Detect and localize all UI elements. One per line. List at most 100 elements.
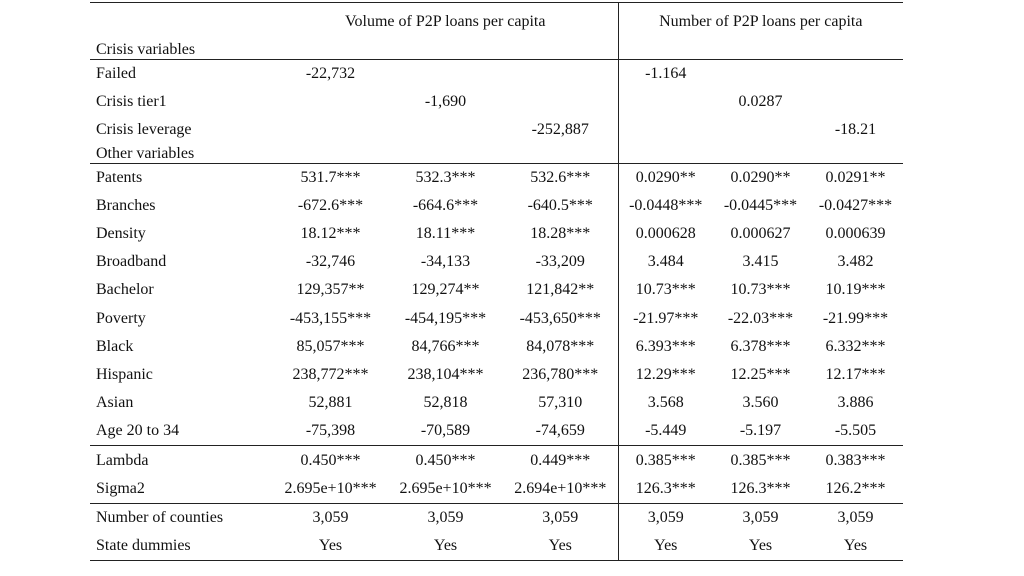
row-label: Poverty (96, 309, 146, 327)
row-label: Density (96, 225, 146, 243)
cell-value: 532.3*** (415, 168, 476, 186)
cell-value: 126.3*** (617, 474, 714, 504)
cell-value: -672.6*** (297, 196, 364, 214)
table-row: Poverty -453,155*** -454,195*** -453,650***… (90, 304, 903, 333)
cell-value: Yes (713, 532, 809, 562)
cell-value (273, 116, 388, 144)
cell-value: -5.505 (808, 417, 904, 447)
row-label: Sigma2 (90, 474, 273, 504)
table-row: Age 20 to 34 -75,398 -70,589 -74,659 -5.449-… (90, 417, 904, 447)
cell-value: 3,059 (427, 508, 464, 526)
cell-value: 0.450*** (415, 451, 476, 469)
cell-value: -453,650*** (519, 309, 601, 327)
cell-value: 0.000627 (730, 225, 791, 243)
cell-value (388, 60, 503, 89)
cell-value: 0.000628 (617, 219, 714, 249)
cell-value (617, 116, 714, 145)
cell-value (713, 60, 808, 89)
cell-value: 10.73*** (617, 276, 714, 305)
cell-value: 18.28*** (530, 225, 591, 243)
table-row: Density 18.12*** 18.11*** 18.28*** 0.000628 0… (90, 219, 903, 249)
cell-value: 6.332*** (825, 337, 886, 355)
cell-value: 18.11*** (415, 225, 476, 243)
cell-value: -22.03*** (727, 309, 794, 327)
table-row: Bachelor 129,357** 129,274** 121,842** 10.73… (90, 276, 903, 305)
row-label: Asian (96, 394, 134, 412)
cell-value: 52,818 (423, 394, 468, 412)
cell-value: -70,589 (388, 417, 503, 447)
cell-value (273, 88, 388, 116)
cell-value (503, 60, 618, 89)
cell-value: 0.450*** (300, 451, 361, 469)
row-label: Number of counties (96, 508, 224, 526)
cell-value: 121,842** (526, 281, 595, 299)
cell-value: 126.3*** (713, 474, 809, 504)
cell-value: -21.99*** (822, 309, 889, 327)
cell-value: -21.97*** (617, 304, 714, 333)
cell-value: 236,780*** (522, 365, 599, 383)
cell-value: -75,398 (273, 417, 388, 447)
cell-value: 0.449*** (530, 451, 591, 469)
cell-value: -454,195*** (404, 309, 487, 327)
cell-value: -664.6*** (412, 196, 479, 214)
cell-value: 18.12*** (300, 225, 361, 243)
table-row: State dummies Yes Yes Yes Yes Yes Yes (90, 532, 904, 562)
cell-value: 3.415 (742, 253, 779, 271)
table-row: Number of counties 3,059 3,059 3,059 3,059 3,… (90, 503, 903, 532)
row-label: Crisis tier1 (96, 93, 167, 111)
cell-value: 3,059 (312, 508, 349, 526)
cell-value: 3.560 (742, 394, 779, 412)
cell-value: 531.7*** (300, 168, 361, 186)
header-row: Volume of P2P loans per capita Number of… (90, 3, 904, 41)
section-row: Other variables (90, 144, 904, 164)
cell-value: 0.000639 (825, 225, 886, 243)
row-label: Branches (96, 196, 156, 214)
cell-value: 85,057*** (296, 337, 365, 355)
cell-value: 57,310 (538, 394, 583, 412)
cell-value: -33,209 (535, 253, 585, 271)
cell-value: -0.0448*** (617, 191, 714, 220)
cell-value: 2.695e+10*** (388, 474, 503, 504)
header-blank (90, 3, 273, 41)
cell-value: 3,059 (837, 508, 874, 526)
row-label: Lambda (96, 451, 149, 469)
cell-value: 3,059 (617, 503, 714, 532)
header-number: Number of P2P loans per capita (617, 3, 904, 41)
table-row: Lambda 0.450*** 0.450*** 0.449*** 0.385*** 0.… (90, 445, 903, 475)
cell-value: 6.378*** (730, 337, 791, 355)
cell-value: -5.197 (713, 417, 809, 447)
cell-value: -1,690 (424, 93, 467, 111)
section-label: Other variables (90, 144, 273, 164)
row-label: State dummies (90, 532, 273, 562)
cell-value: 3.568 (617, 389, 714, 418)
cell-value: 0.383*** (825, 451, 886, 469)
table-row: Sigma2 2.695e+10*** 2.695e+10*** 2.694e+10*… (90, 474, 904, 504)
table-row: Broadband -32,746 -34,133 -33,209 3.484 3.415… (90, 248, 903, 277)
cell-value (617, 88, 714, 117)
cell-value: 12.17*** (825, 365, 886, 383)
table-row: Failed -22,732 -1.164 (90, 59, 903, 89)
cell-value: 3.482 (837, 253, 874, 271)
cell-value (808, 88, 903, 116)
cell-value: -5.449 (617, 417, 714, 447)
cell-value: 2.694e+10*** (503, 474, 619, 504)
table-row: Branches -672.6*** -664.6*** -640.5*** -0.04… (90, 191, 903, 220)
cell-value: 10.73*** (730, 281, 791, 299)
cell-value: -640.5*** (527, 196, 593, 214)
row-label: Bachelor (96, 281, 154, 299)
row-label: Patents (96, 168, 143, 186)
section-crisis-row: Crisis variables (90, 41, 904, 60)
table-row: Asian 52,881 52,818 57,310 3.568 3.560 3.886 (90, 389, 903, 418)
cell-value: Yes (503, 532, 619, 562)
cell-value: -453,155*** (289, 309, 372, 327)
cell-value: Yes (617, 532, 714, 562)
cell-value: -252,887 (531, 121, 589, 139)
cell-value: -32,746 (305, 253, 356, 271)
cell-value: Yes (273, 532, 388, 562)
section-crisis-label: Crisis variables (90, 41, 273, 60)
cell-value: Yes (388, 532, 503, 562)
table-row: Black 85,057*** 84,766*** 84,078*** 6.393***… (90, 332, 903, 361)
row-label: Crisis leverage (96, 121, 192, 139)
cell-value: 0.385*** (617, 445, 714, 475)
row-label: Age 20 to 34 (90, 417, 273, 447)
